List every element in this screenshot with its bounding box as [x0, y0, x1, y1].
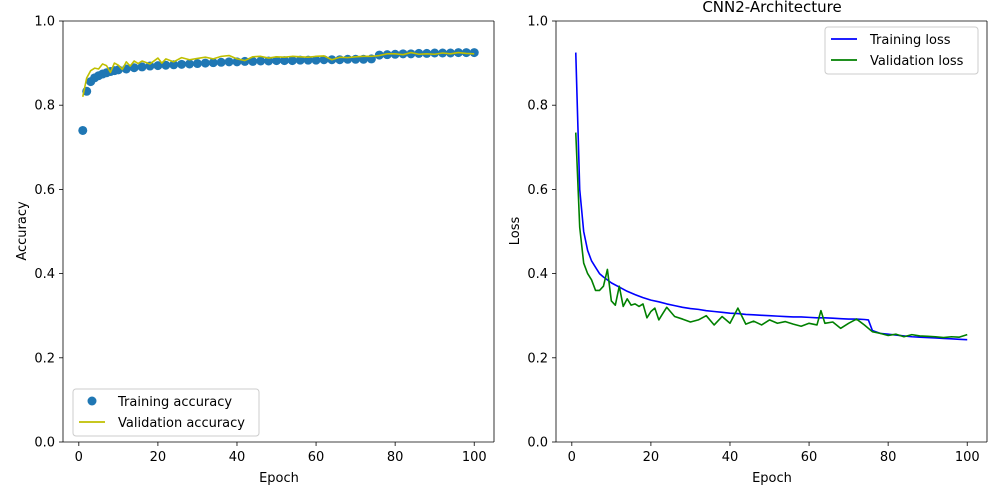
- data-point: [256, 56, 266, 66]
- legend-marker: [87, 396, 97, 406]
- y-axis-label: Loss: [508, 217, 523, 246]
- y-tick-label: 1.0: [34, 15, 55, 30]
- y-tick-label: 0.2: [34, 351, 55, 366]
- data-point: [295, 55, 305, 65]
- data-point: [129, 63, 139, 73]
- y-tick-label: 0.8: [34, 99, 55, 114]
- x-tick-label: 60: [308, 450, 325, 465]
- data-point: [343, 54, 353, 64]
- data-point: [153, 61, 163, 71]
- series-group: [574, 52, 968, 341]
- data-point: [406, 49, 416, 59]
- y-tick-label: 0.4: [34, 267, 55, 282]
- legend: Training accuracy Validation accuracy: [72, 388, 260, 437]
- x-tick-label: 20: [150, 450, 167, 465]
- x-tick-label: 80: [880, 450, 897, 465]
- series-line: [574, 132, 968, 339]
- data-point: [430, 48, 440, 58]
- x-tick-label: 20: [643, 450, 660, 465]
- data-point: [200, 58, 210, 68]
- legend-box: [72, 388, 260, 437]
- x-tick-label: 40: [229, 450, 246, 465]
- data-point: [414, 48, 424, 58]
- data-point: [216, 57, 226, 67]
- legend-label: Validation loss: [870, 54, 964, 69]
- plot-area: [78, 48, 479, 135]
- data-point: [169, 60, 179, 70]
- series-group: [78, 48, 479, 135]
- data-point: [208, 58, 218, 68]
- legend-label: Training accuracy: [117, 395, 232, 410]
- data-point: [78, 125, 88, 135]
- x-tick-label: 100: [955, 450, 980, 465]
- y-tick-label: 0.4: [527, 267, 548, 282]
- data-point: [446, 48, 455, 58]
- data-point: [248, 56, 258, 66]
- data-point: [279, 56, 289, 66]
- x-tick-label: 60: [801, 450, 818, 465]
- series-line: [81, 51, 475, 97]
- data-point: [264, 56, 274, 66]
- data-point: [185, 59, 195, 69]
- axes: 0 20 40 60 80 100 0.0 0.2 0.4 0.6 0.8 1.0: [527, 15, 988, 465]
- x-axis-label: Epoch: [259, 471, 299, 486]
- y-tick-label: 0.0: [34, 436, 55, 451]
- data-point: [461, 48, 471, 58]
- data-point: [469, 48, 479, 58]
- data-point: [137, 62, 147, 72]
- y-tick-label: 0.2: [527, 351, 548, 366]
- data-point: [287, 56, 297, 66]
- data-point: [303, 55, 313, 65]
- data-point: [177, 59, 187, 69]
- y-tick-label: 0.8: [527, 99, 548, 114]
- data-point: [224, 57, 234, 67]
- data-point: [272, 56, 282, 66]
- data-point: [161, 60, 171, 70]
- data-point: [398, 49, 408, 59]
- legend: Training loss Validation loss: [824, 26, 979, 75]
- axes: 0 20 40 60 80 100 0.0 0.2 0.4 0.6 0.8 1.0: [34, 15, 495, 465]
- chart-title: CNN2-Architecture: [702, 0, 841, 16]
- x-tick-label: 40: [722, 450, 739, 465]
- y-tick-label: 0.0: [527, 436, 548, 451]
- y-axis-label: Accuracy: [15, 201, 30, 261]
- data-point: [311, 55, 321, 65]
- data-point: [382, 50, 392, 60]
- legend-box: [824, 26, 979, 75]
- series-line: [574, 52, 968, 341]
- x-tick-label: 80: [387, 450, 404, 465]
- x-tick-label: 0: [568, 450, 576, 465]
- loss-chart: CNN2-Architecture 0 20 40 60 80 1000.00.20.40…: [508, 0, 988, 486]
- x-axis-label: Epoch: [752, 471, 792, 486]
- x-tick-label: 0: [75, 450, 83, 465]
- y-tick-label: 0.6: [527, 183, 548, 198]
- legend-label: Validation accuracy: [118, 416, 245, 431]
- data-point: [192, 59, 202, 69]
- accuracy-chart: 0 20 40 60 80 100 0.0 0.2 0.4 0.6 0.8 1.0 Epoch Acc…: [15, 15, 495, 486]
- x-tick-label: 100: [462, 450, 487, 465]
- legend-label: Training loss: [869, 33, 951, 48]
- data-point: [113, 65, 123, 75]
- y-tick-label: 0.6: [34, 183, 55, 198]
- y-tick-label: 1.0: [527, 15, 548, 30]
- plot-area: [574, 52, 968, 341]
